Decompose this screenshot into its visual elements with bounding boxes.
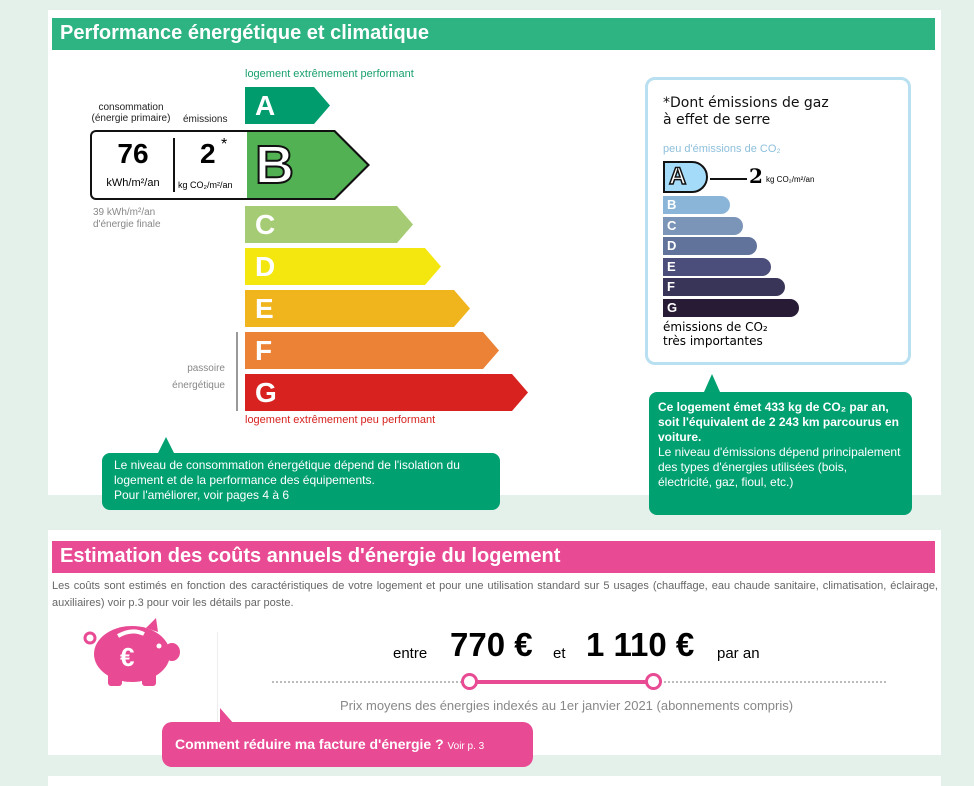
range-min-handle [461, 673, 478, 690]
reduce-bill-link[interactable]: Voir p. 3 [447, 741, 485, 752]
energy-class-A: A [245, 87, 330, 124]
reduce-bill-label: Comment réduire ma facture d'énergie ? [175, 736, 444, 752]
consumption-label: consommation (énergie primaire) [91, 102, 171, 124]
top-performance-label: logement extrêmement performant [245, 68, 414, 80]
range-fill [469, 680, 654, 684]
energy-class-C: C [245, 206, 413, 243]
cost-and: et [553, 645, 566, 662]
energy-class-letter: B [254, 134, 295, 196]
bottom-performance-label: logement extrêmement peu performant [245, 414, 436, 426]
reduce-bill-button[interactable]: Comment réduire ma facture d'énergie ? V… [162, 722, 533, 767]
asterisk: * [221, 136, 228, 153]
svg-text:€: € [120, 642, 134, 672]
piggy-bank-icon: € [83, 618, 180, 686]
ges-class-F: F [663, 278, 785, 296]
range-max-handle [645, 673, 662, 690]
ges-class-letter: E [667, 259, 676, 274]
vertical-divider [217, 632, 218, 722]
ges-connector [710, 178, 747, 180]
energy-class-letter: F [255, 335, 273, 366]
ges-callout-pointer [704, 374, 720, 392]
emissions-label: émissions [183, 114, 228, 125]
cta-pointer [220, 708, 234, 724]
cost-per-year: par an [717, 645, 760, 662]
energy-class-D: D [245, 248, 441, 285]
ges-class-A: A [663, 161, 708, 193]
ges-class-D: D [663, 237, 757, 255]
ges-class-letter: C [667, 218, 677, 233]
consumption-value: 76 [117, 138, 149, 169]
ges-class-letter: D [667, 238, 677, 253]
current-value-box: 76 kWh/m²/an 2 * kg CO₂/m²/an [90, 130, 247, 200]
energy-callout: Le niveau de consommation énergétique dé… [102, 453, 500, 510]
ges-unit: kg CO₂/m²/an [766, 175, 815, 184]
ges-note: *Dont émissions de gaz à effet de serre [663, 95, 829, 128]
callout-pointer [158, 437, 174, 453]
energy-class-E: E [245, 290, 470, 327]
next-panel [48, 776, 941, 786]
energy-class-F: F [245, 332, 499, 369]
energy-class-letter: G [255, 377, 277, 408]
prices-note: Prix moyens des énergies indexés au 1er … [340, 698, 794, 713]
cost-between: entre [393, 645, 428, 662]
consumption-unit: kWh/m²/an [106, 177, 160, 189]
energy-callout-text: Le niveau de consommation énergétique dé… [114, 458, 460, 487]
emissions-value: 2 [200, 138, 216, 169]
costs-section-title: Estimation des coûts annuels d'énergie d… [52, 541, 935, 573]
ges-class-letter: G [667, 300, 678, 315]
ges-class-letter: A [668, 162, 687, 191]
ges-callout-text: Le niveau d'émissions dépend principalem… [658, 445, 901, 489]
emissions-unit: kg CO₂/m²/an [178, 180, 233, 190]
passoire-label: passoire énergétique [172, 363, 225, 391]
ges-top-label: peu d'émissions de CO₂ [663, 143, 781, 155]
costs-description: Les coûts sont estimés en fonction des c… [52, 580, 938, 609]
ges-class-E: E [663, 258, 771, 276]
ges-callout: Ce logement émet 433 kg de CO₂ par an, s… [649, 392, 912, 515]
final-energy: 39 kWh/m²/an d'énergie finale [93, 207, 161, 230]
cost-min: 770 € [450, 626, 533, 663]
energy-section-title: Performance énergétique et climatique [52, 18, 935, 50]
ges-value: 2 [749, 164, 763, 188]
ges-class-G: G [663, 299, 799, 317]
ges-class-letter: F [667, 279, 675, 294]
ges-bottom-label: émissions de CO₂ très importantes [663, 320, 768, 348]
ges-callout-bold: Ce logement émet 433 kg de CO₂ par an, s… [658, 400, 899, 444]
energy-class-G: G [245, 374, 528, 411]
energy-class-letter: A [255, 90, 276, 121]
divider [173, 138, 175, 192]
cost-max: 1 110 € [586, 626, 695, 663]
passoire-bracket [236, 332, 238, 411]
energy-callout-link[interactable]: Pour l'améliorer, voir pages 4 à 6 [114, 488, 290, 502]
energy-class-letter: E [255, 293, 274, 324]
energy-class-letter: C [255, 209, 276, 240]
energy-class-letter: D [255, 251, 276, 282]
ges-class-letter: B [667, 197, 677, 212]
ges-class-C: C [663, 217, 743, 235]
ges-class-B: B [663, 196, 730, 214]
